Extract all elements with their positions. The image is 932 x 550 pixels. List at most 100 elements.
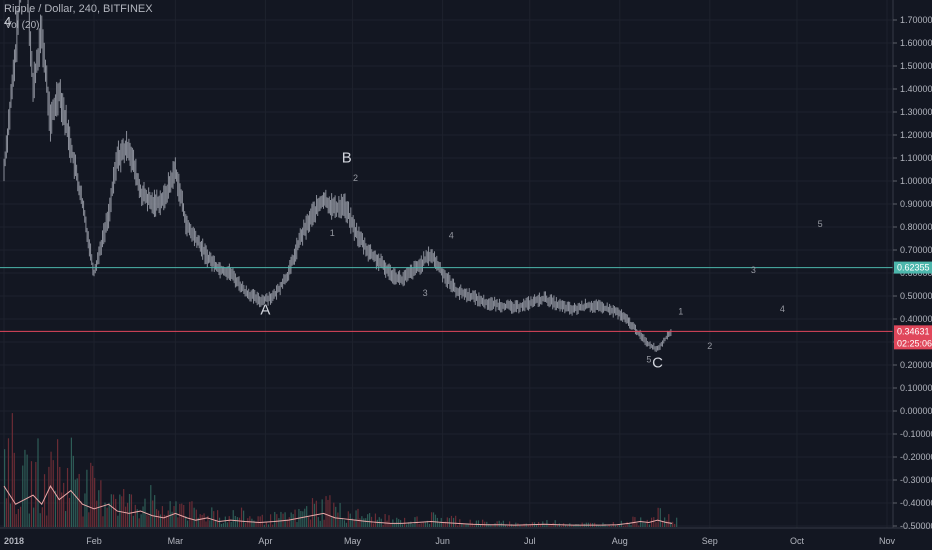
volume-indicator-label[interactable]: Vol (20) xyxy=(5,20,40,31)
volume-bar xyxy=(353,519,355,527)
volume-bar xyxy=(546,520,548,527)
volume-bar xyxy=(177,517,179,527)
volume-bar xyxy=(247,518,249,527)
volume-bar xyxy=(361,516,363,527)
volume-bar xyxy=(651,517,653,527)
volume-bar xyxy=(274,511,276,527)
volume-bar xyxy=(128,493,131,527)
volume-bar xyxy=(406,524,408,527)
y-tick-label: 1.10000 xyxy=(900,153,932,163)
volume-bar xyxy=(146,514,148,527)
wave-label: B xyxy=(342,150,352,167)
volume-bar xyxy=(374,513,377,527)
horizontal-levels[interactable] xyxy=(0,267,893,332)
volume-bar xyxy=(632,516,634,527)
volume-bar xyxy=(203,513,205,527)
volume-ma-line xyxy=(3,485,673,526)
symbol-title: Ripple / Dollar, 240, BITFINEX xyxy=(4,3,153,15)
volume-bar xyxy=(640,517,642,527)
volume-bar xyxy=(571,525,573,527)
volume-bar xyxy=(309,519,312,527)
volume-bar xyxy=(108,502,110,527)
volume-bar xyxy=(308,517,310,527)
volume-bar xyxy=(13,452,15,527)
volume-bar xyxy=(372,523,375,527)
y-tick-label: -0.20000 xyxy=(900,452,932,462)
volume-bar xyxy=(251,518,253,527)
volume-bar xyxy=(35,461,37,527)
volume-bar xyxy=(482,519,484,527)
volume-bar xyxy=(333,502,335,527)
volume-bar xyxy=(142,506,144,527)
volume-bar xyxy=(386,520,388,527)
y-tick-label: -0.40000 xyxy=(900,498,932,508)
volume-bar xyxy=(511,524,513,527)
x-tick-label: Jun xyxy=(435,536,450,546)
volume-bar xyxy=(560,525,563,527)
volume-bar xyxy=(26,454,28,527)
volume-bar xyxy=(442,521,444,527)
countdown-label: 02:25:06 xyxy=(897,338,932,348)
y-tick-label: 1.40000 xyxy=(900,84,932,94)
volume-bar xyxy=(428,523,431,527)
volume-bar xyxy=(622,525,624,527)
volume-bar xyxy=(461,523,463,527)
volume-bar xyxy=(418,523,420,527)
y-tick-label: 1.50000 xyxy=(900,61,932,71)
volume-bar xyxy=(276,514,278,527)
volume-bar xyxy=(315,500,317,527)
volume-bar xyxy=(608,524,610,527)
volume-bar xyxy=(123,489,125,527)
volume-bar xyxy=(92,465,94,527)
volume-bar xyxy=(185,516,187,527)
volume-bar xyxy=(226,522,228,527)
volume-bar xyxy=(479,524,482,527)
volume-bar xyxy=(467,523,469,527)
volume-bar xyxy=(579,525,581,527)
volume-bar xyxy=(357,508,359,527)
volume-bar xyxy=(54,490,57,527)
volume-bar xyxy=(224,516,226,527)
volume-bar xyxy=(311,498,314,527)
x-tick-label: Mar xyxy=(168,536,184,546)
volume-bar xyxy=(616,525,619,527)
volume-bar xyxy=(7,438,10,527)
volume-bar xyxy=(17,508,19,527)
volume-bar xyxy=(388,515,390,527)
volume-bar xyxy=(211,507,213,527)
volume-bar xyxy=(327,499,329,527)
volume-bar xyxy=(181,503,183,527)
volume-bar xyxy=(490,524,492,527)
volume-bar xyxy=(15,514,17,527)
volume-bar xyxy=(263,524,265,527)
y-tick-label: -0.30000 xyxy=(900,475,932,485)
y-tick-label: 0.20000 xyxy=(900,360,932,370)
volume-bar xyxy=(390,523,392,527)
volume-bar xyxy=(159,514,162,527)
volume-bar xyxy=(46,515,48,527)
volume-bar xyxy=(37,438,39,527)
volume-bar xyxy=(676,517,678,527)
volume-bar xyxy=(48,466,50,527)
volume-bar xyxy=(52,460,54,527)
volume-bar xyxy=(205,521,207,527)
volume-bar xyxy=(339,502,341,527)
volume-bar xyxy=(213,511,215,527)
volume-bar xyxy=(657,507,659,527)
volume-bar xyxy=(284,512,286,527)
volume-bar xyxy=(548,524,550,527)
volume-ma-polyline xyxy=(3,485,673,526)
volume-bar xyxy=(471,522,473,527)
volume-bar xyxy=(488,523,490,527)
volume-bar xyxy=(215,519,217,527)
volume-bar xyxy=(446,517,448,527)
volume-bar xyxy=(477,520,480,527)
time-axis[interactable]: 2018 Feb Mar Apr May Jun Jul Aug Sep Oct Nov xyxy=(4,536,895,546)
volume-bar xyxy=(661,521,664,527)
y-tick-label: 1.00000 xyxy=(900,176,932,186)
volume-bar xyxy=(228,516,230,527)
y-tick-label: 1.20000 xyxy=(900,130,932,140)
volume-bar xyxy=(376,519,378,527)
price-tag-label: 0.34631 xyxy=(897,326,930,336)
